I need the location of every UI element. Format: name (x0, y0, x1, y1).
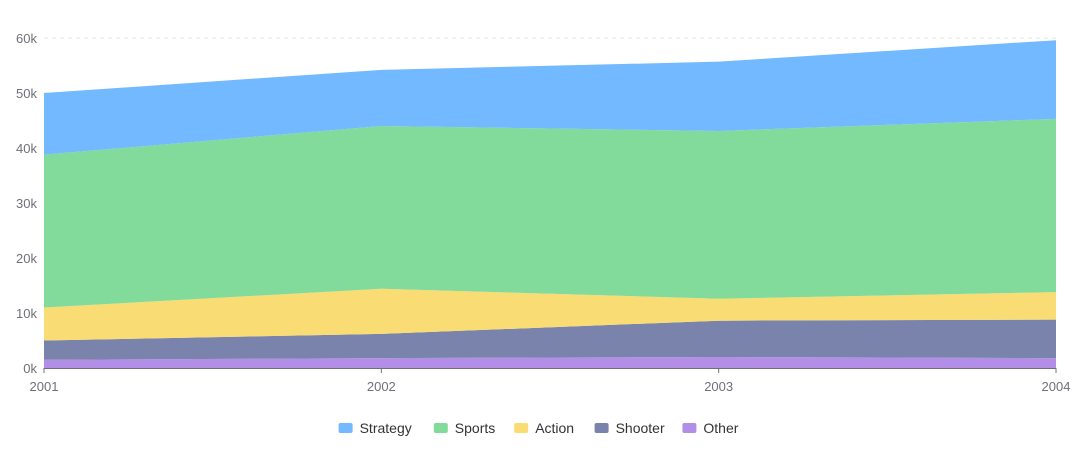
legend-swatch (682, 423, 697, 433)
y-tick-label: 20k (16, 251, 37, 266)
legend-label: Other (703, 420, 738, 436)
area-strategy[interactable] (44, 40, 1056, 155)
legend-label: Sports (455, 420, 495, 436)
y-tick-label: 40k (16, 141, 37, 156)
legend-swatch (433, 423, 448, 433)
y-tick-label: 0k (23, 361, 37, 376)
x-tick-label: 2003 (704, 379, 733, 394)
area-action[interactable] (44, 288, 1056, 341)
legend-swatch (338, 423, 353, 433)
legend[interactable]: Strategy Sports Action Shooter Other (338, 420, 739, 436)
legend-label: Shooter (616, 420, 665, 436)
area-other[interactable] (44, 357, 1056, 368)
x-tick-label: 2002 (367, 379, 396, 394)
y-tick-label: 50k (16, 86, 37, 101)
area-layer (44, 40, 1056, 368)
legend-item-strategy[interactable]: Strategy (338, 420, 412, 436)
x-tick-label: 2001 (30, 379, 59, 394)
area-shooter[interactable] (44, 319, 1056, 360)
area-sports[interactable] (44, 118, 1056, 308)
legend-label: Action (535, 420, 574, 436)
legend-swatch (514, 423, 529, 433)
axis-layer: 2001 2002 2003 2004 0k 10k 20k 30k 40k 50k 60k (16, 31, 1070, 394)
legend-label: Strategy (360, 420, 412, 436)
legend-item-shooter[interactable]: Shooter (594, 420, 665, 436)
y-tick-label: 10k (16, 306, 37, 321)
legend-item-sports[interactable]: Sports (433, 420, 495, 436)
y-tick-label: 30k (16, 196, 37, 211)
legend-item-action[interactable]: Action (514, 420, 574, 436)
legend-swatch (594, 423, 609, 433)
legend-item-other[interactable]: Other (682, 420, 739, 436)
y-tick-label: 60k (16, 31, 37, 46)
x-tick-label: 2004 (1042, 379, 1071, 394)
